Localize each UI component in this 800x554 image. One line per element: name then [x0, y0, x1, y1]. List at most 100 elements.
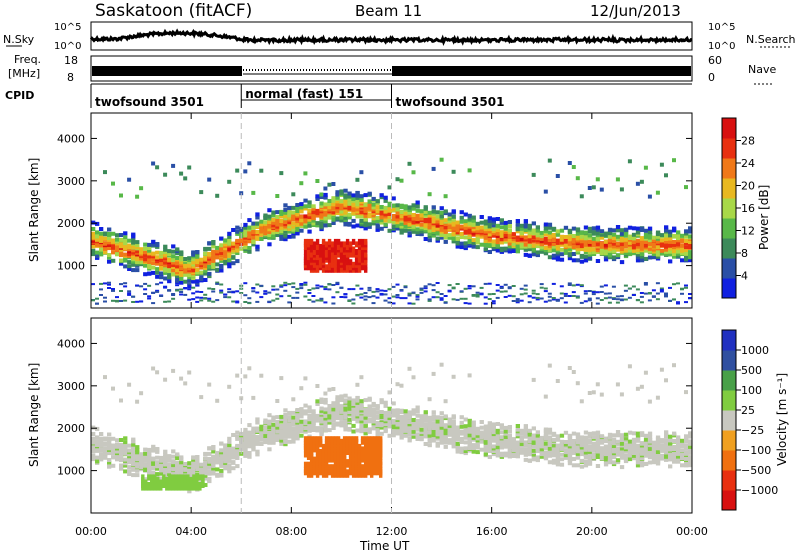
- velocity-cell: [318, 436, 323, 443]
- power-cell: [411, 220, 416, 224]
- velocity-cell: [551, 458, 557, 463]
- nave-tick-top: 60: [708, 54, 722, 67]
- power-cell: [255, 215, 260, 220]
- velocity-cell: [279, 424, 284, 428]
- power-cell: [203, 264, 208, 269]
- power-cell: [243, 245, 248, 250]
- velocity-cell: [119, 449, 124, 454]
- velocity-cell: [267, 413, 272, 418]
- power-cell: [415, 227, 420, 232]
- power-cell: [547, 225, 553, 230]
- velocity-cell: [303, 411, 308, 416]
- velocity-cell: [483, 447, 488, 451]
- power-cell: [379, 215, 384, 220]
- power-cell: [603, 239, 609, 244]
- power-cell: [243, 237, 248, 242]
- velocity-cell: [523, 449, 528, 454]
- velocity-cell: [127, 465, 132, 470]
- power-cell: [279, 225, 284, 230]
- velocity-cell: [535, 458, 540, 463]
- power-cell: [363, 223, 368, 228]
- power-cell: [647, 226, 653, 231]
- power-cell: [635, 238, 641, 243]
- power-cell: [495, 217, 500, 221]
- power-cell: [199, 299, 204, 302]
- power-cell: [295, 219, 300, 224]
- power-cell: [499, 237, 504, 242]
- power-cell: [415, 217, 420, 222]
- cpid-segment-label: twofsound 3501: [396, 95, 505, 109]
- power-cell: [163, 172, 168, 177]
- power-cell: [563, 243, 569, 248]
- power-cell: [571, 252, 577, 256]
- power-cell: [431, 289, 436, 292]
- power-cell: [415, 298, 420, 301]
- power-cell: [515, 222, 520, 227]
- velocity-cell: [227, 458, 232, 463]
- power-cell: [463, 225, 468, 230]
- velocity-cell: [159, 458, 164, 463]
- power-cell: [487, 224, 492, 229]
- power-cell: [259, 219, 264, 224]
- power-cell: [599, 251, 605, 256]
- power-cell: [279, 229, 284, 234]
- power-cell: [107, 255, 112, 260]
- power-cell: [423, 290, 428, 293]
- power-cell: [611, 232, 617, 237]
- power-cell: [99, 238, 104, 243]
- velocity-cell: [307, 416, 312, 421]
- velocity-cell: [511, 454, 516, 458]
- power-cell: [459, 219, 464, 224]
- power-cell: [339, 209, 344, 214]
- velocity-cell: [507, 433, 512, 438]
- velocity-cell: [103, 436, 108, 441]
- velocity-cell: [651, 452, 657, 457]
- power-cell: [259, 225, 264, 230]
- power-cell: [131, 268, 136, 273]
- power-cell: [423, 218, 428, 222]
- power-cell: [523, 284, 528, 287]
- power-cell: [623, 284, 628, 287]
- power-cell: [579, 259, 585, 264]
- velocity-cell: [187, 461, 192, 466]
- velocity-cell: [431, 438, 436, 443]
- power-cell: [664, 292, 668, 295]
- power-cell: [375, 288, 380, 291]
- power-cell: [655, 245, 661, 249]
- velocity-cell: [143, 462, 148, 467]
- velocity-cell: [519, 447, 524, 452]
- power-cell: [167, 267, 172, 272]
- velocity-cell: [363, 426, 368, 431]
- power-cell: [319, 195, 324, 199]
- power-cell: [583, 248, 589, 252]
- power-cell: [664, 173, 668, 178]
- power-cell: [539, 283, 544, 286]
- velocity-cell: [423, 410, 428, 415]
- velocity-cell: [595, 453, 601, 458]
- power-cell: [591, 247, 597, 252]
- power-cell: [342, 246, 347, 253]
- velocity-cell: [375, 404, 380, 409]
- power-cell: [559, 292, 564, 295]
- velocity-cell: [611, 453, 617, 458]
- power-cell: [535, 253, 540, 258]
- power-cell: [643, 248, 649, 253]
- freq-label: Freq.: [14, 53, 41, 66]
- power-cell: [411, 229, 416, 234]
- velocity-cell: [603, 447, 609, 452]
- power-cell: [175, 247, 180, 252]
- power-cell: [131, 237, 136, 242]
- power-cell: [267, 224, 272, 229]
- power-cell: [623, 298, 628, 301]
- velocity-cell: [211, 445, 216, 449]
- power-cell: [371, 295, 376, 298]
- power-cell: [175, 251, 180, 256]
- power-cell: [643, 256, 649, 261]
- velocity-cell: [99, 436, 104, 441]
- power-cell: [135, 194, 140, 199]
- power-cell: [147, 262, 152, 267]
- velocity-cell: [279, 430, 284, 435]
- velocity-cell: [435, 428, 440, 433]
- velocity-cell: [91, 453, 96, 458]
- power-cell: [435, 223, 440, 228]
